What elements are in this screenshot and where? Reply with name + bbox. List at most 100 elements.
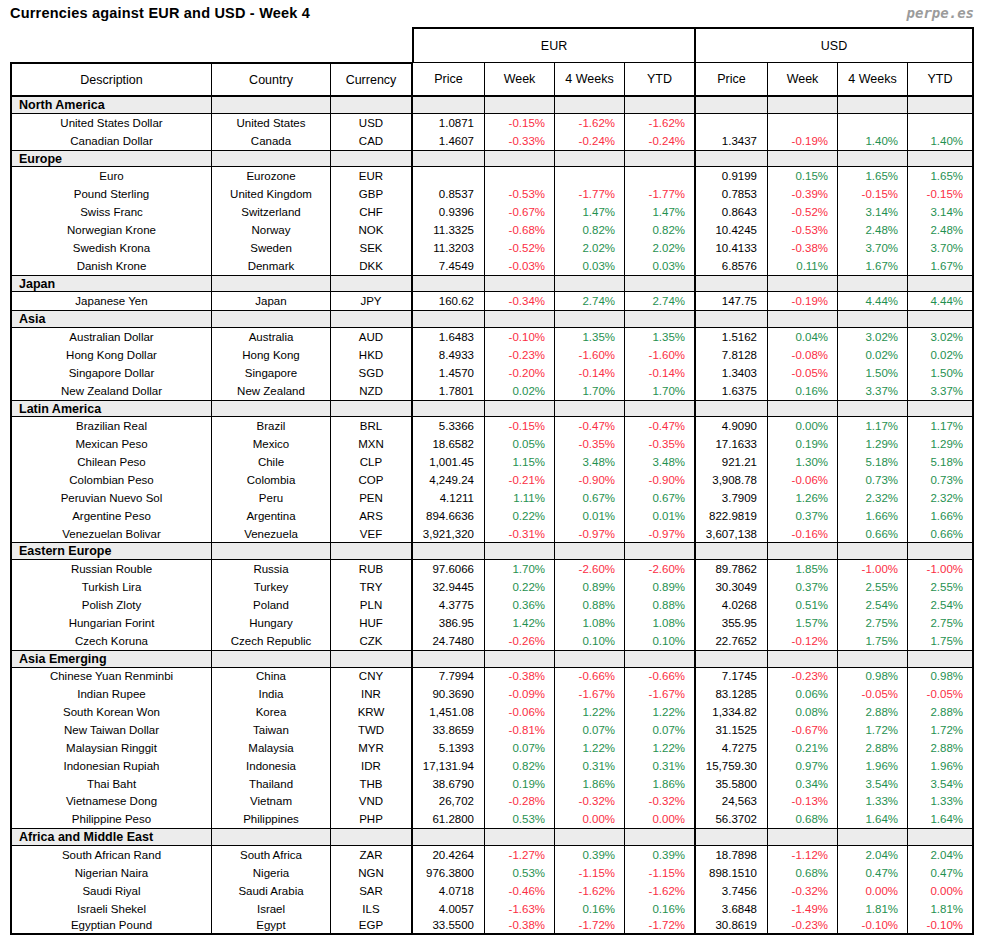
brand-logo: perpe.es bbox=[907, 5, 974, 21]
cell-description: Venezuelan Bolivar bbox=[10, 525, 212, 543]
cell-eur-ytd: -1.62% bbox=[625, 114, 695, 132]
cell-eur-price: 18.6582 bbox=[412, 435, 485, 453]
cell-eur-ytd: -0.90% bbox=[625, 471, 695, 489]
cell-usd-ytd: 0.98% bbox=[908, 668, 974, 686]
cell-usd-week: 0.16% bbox=[768, 382, 838, 400]
cell-usd-4weeks: 1.29% bbox=[838, 435, 908, 453]
cell-eur-4weeks: 1.35% bbox=[555, 328, 625, 346]
cell-usd-price: 3,908.78 bbox=[695, 471, 768, 489]
cell-description: Australian Dollar bbox=[10, 328, 212, 346]
cell-eur-4weeks: -0.14% bbox=[555, 364, 625, 382]
cell-usd-price: 0.7853 bbox=[695, 185, 768, 203]
cell-eur-4weeks: 1.08% bbox=[555, 614, 625, 632]
cell-usd-4weeks: 2.88% bbox=[838, 739, 908, 757]
cell-usd-week: 0.68% bbox=[768, 864, 838, 882]
cell-eur-4weeks: -0.24% bbox=[555, 132, 625, 150]
cell-usd-4weeks: 2.55% bbox=[838, 578, 908, 596]
cell-eur-week: -0.34% bbox=[485, 292, 555, 310]
cell-usd-week: -0.05% bbox=[768, 364, 838, 382]
cell-eur-price: 5.3366 bbox=[412, 417, 485, 435]
cell-eur-price: 386.95 bbox=[412, 614, 485, 632]
cell-usd-ytd: 1.72% bbox=[908, 721, 974, 739]
cell-eur-4weeks: -0.35% bbox=[555, 435, 625, 453]
cell-usd-4weeks: 1.96% bbox=[838, 757, 908, 775]
section-cell bbox=[331, 400, 412, 418]
cell-country: Eurozone bbox=[212, 167, 331, 185]
section-cell bbox=[212, 650, 331, 668]
cell-usd-price: 15,759.30 bbox=[695, 757, 768, 775]
cell-usd-ytd: 3.14% bbox=[908, 203, 974, 221]
section-cell bbox=[485, 542, 555, 560]
cell-eur-price: 61.2800 bbox=[412, 810, 485, 828]
cell-usd-4weeks: -0.05% bbox=[838, 685, 908, 703]
cell-currency: RUB bbox=[331, 560, 412, 578]
section-cell bbox=[555, 828, 625, 846]
cell-currency: COP bbox=[331, 471, 412, 489]
cell-country: Norway bbox=[212, 221, 331, 239]
cell-eur-ytd: 2.02% bbox=[625, 239, 695, 257]
cell-usd-4weeks: -1.00% bbox=[838, 560, 908, 578]
cell-usd-ytd: 1.29% bbox=[908, 435, 974, 453]
cell-usd-week: -0.13% bbox=[768, 793, 838, 811]
cell-usd-ytd: -0.15% bbox=[908, 185, 974, 203]
cell-eur-ytd: -0.47% bbox=[625, 417, 695, 435]
cell-eur-4weeks: 1.47% bbox=[555, 203, 625, 221]
cell-usd-ytd: 2.55% bbox=[908, 578, 974, 596]
cell-usd-4weeks: 2.04% bbox=[838, 846, 908, 864]
cell-description: Russian Rouble bbox=[10, 560, 212, 578]
cell-country: India bbox=[212, 685, 331, 703]
section-cell bbox=[555, 542, 625, 560]
cell-eur-price: 4,249.24 bbox=[412, 471, 485, 489]
section-cell bbox=[412, 275, 485, 293]
cell-eur-week: 0.53% bbox=[485, 864, 555, 882]
cell-eur-price: 26,702 bbox=[412, 793, 485, 811]
cell-country: Chile bbox=[212, 453, 331, 471]
section-cell bbox=[695, 542, 768, 560]
cell-description: Brazilian Real bbox=[10, 417, 212, 435]
cell-country: Czech Republic bbox=[212, 632, 331, 650]
cell-currency: TWD bbox=[331, 721, 412, 739]
cell-description: Chinese Yuan Renminbi bbox=[10, 668, 212, 686]
cell-currency: PLN bbox=[331, 596, 412, 614]
cell-usd-week: -0.23% bbox=[768, 668, 838, 686]
cell-usd-price bbox=[695, 114, 768, 132]
cell-usd-week: -0.16% bbox=[768, 525, 838, 543]
cell-eur-price: 894.6636 bbox=[412, 507, 485, 525]
cell-usd-4weeks: 1.33% bbox=[838, 793, 908, 811]
cell-usd-4weeks: 3.14% bbox=[838, 203, 908, 221]
cell-eur-ytd: 0.07% bbox=[625, 721, 695, 739]
section-cell bbox=[695, 96, 768, 114]
cell-usd-week: -0.23% bbox=[768, 918, 838, 936]
cell-eur-ytd: -1.15% bbox=[625, 864, 695, 882]
cell-currency: SAR bbox=[331, 882, 412, 900]
cell-usd-price: 10.4133 bbox=[695, 239, 768, 257]
col-header-usd-week: Week bbox=[768, 62, 838, 96]
cell-usd-week: -1.12% bbox=[768, 846, 838, 864]
cell-usd-price: 898.1510 bbox=[695, 864, 768, 882]
cell-eur-week: -0.26% bbox=[485, 632, 555, 650]
cell-usd-4weeks: 0.98% bbox=[838, 668, 908, 686]
section-cell bbox=[838, 96, 908, 114]
cell-currency: USD bbox=[331, 114, 412, 132]
cell-eur-4weeks: -0.90% bbox=[555, 471, 625, 489]
cell-description: Euro bbox=[10, 167, 212, 185]
section-cell bbox=[212, 310, 331, 328]
cell-eur-ytd bbox=[625, 167, 695, 185]
cell-usd-price: 3.6848 bbox=[695, 900, 768, 918]
cell-eur-ytd: 1.22% bbox=[625, 739, 695, 757]
cell-usd-4weeks: -0.10% bbox=[838, 918, 908, 936]
cell-usd-ytd: 3.54% bbox=[908, 775, 974, 793]
cell-eur-week: -0.23% bbox=[485, 346, 555, 364]
cell-country: Canada bbox=[212, 132, 331, 150]
section-cell bbox=[485, 275, 555, 293]
cell-eur-price: 0.9396 bbox=[412, 203, 485, 221]
cell-usd-price: 10.4245 bbox=[695, 221, 768, 239]
cell-usd-price: 3,607,138 bbox=[695, 525, 768, 543]
cell-eur-price: 4.0057 bbox=[412, 900, 485, 918]
cell-eur-ytd: 0.67% bbox=[625, 489, 695, 507]
cell-description: Polish Zloty bbox=[10, 596, 212, 614]
section-cell bbox=[695, 400, 768, 418]
cell-usd-4weeks: 0.00% bbox=[838, 882, 908, 900]
cell-usd-ytd: 2.88% bbox=[908, 739, 974, 757]
section-cell bbox=[412, 96, 485, 114]
